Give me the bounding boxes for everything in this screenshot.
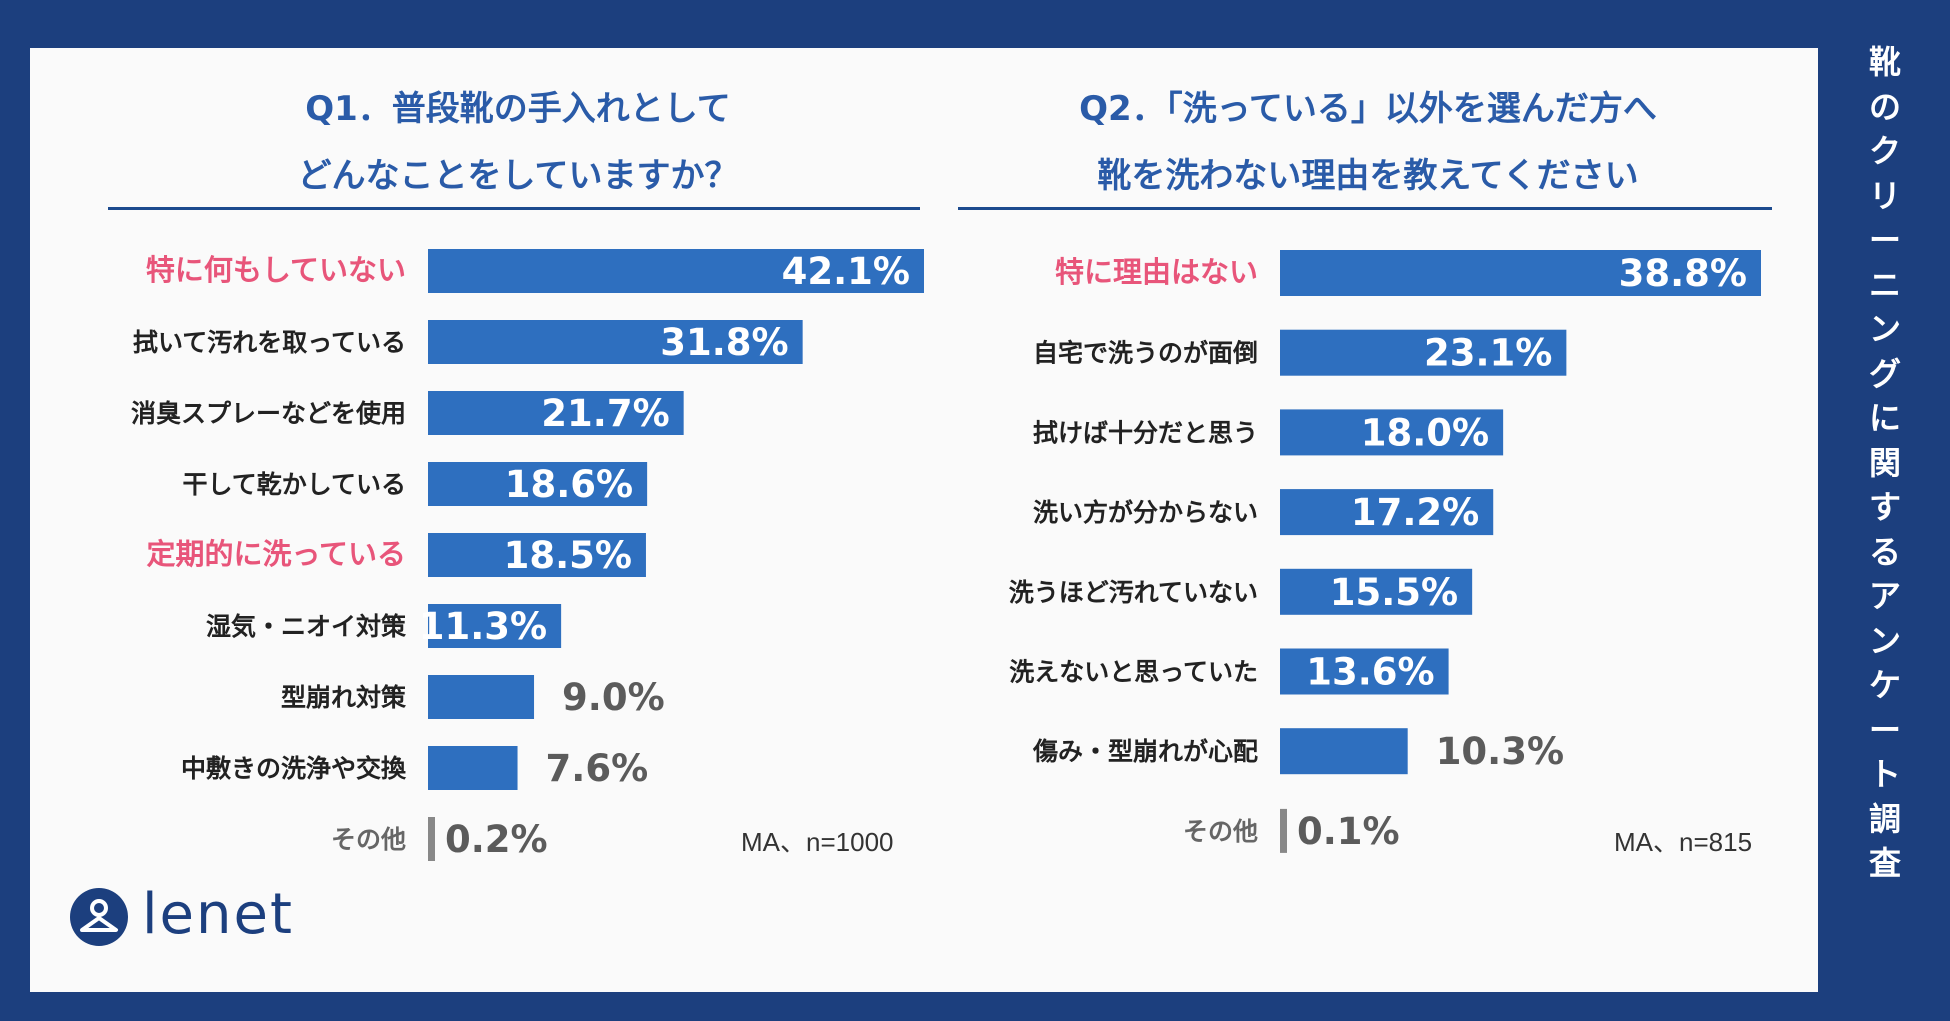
q2-category-label: 特に理由はない <box>1055 255 1258 289</box>
q1-category-label: 干して乾かしている <box>182 470 406 499</box>
q2-value-label: 18.0% <box>1361 411 1489 454</box>
q2-category-label: 傷み・型崩れが心配 <box>1032 737 1258 766</box>
q2-value-label: 17.2% <box>1351 491 1479 534</box>
q1-value-label: 42.1% <box>782 250 910 293</box>
q1-value-label: 7.6% <box>546 747 649 790</box>
q1-category-label: 消臭スプレーなどを使用 <box>131 399 406 428</box>
q1-value-label: 9.0% <box>562 676 665 719</box>
q2-bar <box>1280 409 1504 456</box>
q1-bar <box>428 533 646 577</box>
q1-category-label: 湿気・ニオイ対策 <box>206 612 407 641</box>
q2-title: Q2．「洗っている」以外を選んだ方へ 靴を洗わない理由を教えてください <box>1079 89 1657 196</box>
q2-bar <box>1280 728 1408 775</box>
q2-category-label: 洗えないと思っていた <box>1009 658 1258 687</box>
lenet-logo: lenet <box>70 882 330 948</box>
q1-value-label: 18.6% <box>505 463 633 506</box>
q2-bar <box>1280 250 1761 296</box>
q2-sample-note: MA、n=815 <box>1614 827 1753 857</box>
q1-category-label: 特に何もしていない <box>146 253 406 287</box>
q1-value-label: 31.8% <box>660 321 788 364</box>
hanger-icon <box>70 888 128 946</box>
q2-category-label: 自宅で洗うのが面倒 <box>1033 339 1258 368</box>
q2-value-label: 13.6% <box>1306 651 1434 694</box>
q2-value-label: 38.8% <box>1619 252 1747 295</box>
brand-name: lenet <box>142 882 294 947</box>
q1-category-label: 中敷きの洗浄や交換 <box>181 754 407 783</box>
q1-category-label: 拭いて汚れを取っている <box>133 328 406 357</box>
q2-category-label: 洗い方が分からない <box>1033 498 1258 527</box>
q1-value-label: 0.2% <box>445 818 548 861</box>
q2-bar <box>1280 489 1494 536</box>
q1-bar <box>428 391 684 435</box>
q2-value-label: 15.5% <box>1330 571 1458 614</box>
q1-bar <box>428 675 535 719</box>
q2-value-label: 23.1% <box>1424 332 1552 375</box>
q2-category-label: 拭けば十分だと思う <box>1033 418 1258 447</box>
q2-title-rule <box>958 207 1772 210</box>
q1-title: Q1．普段靴の手入れとして どんなことをしていますか？ <box>297 89 739 196</box>
q1-bar <box>428 817 435 861</box>
q1-title-rule <box>108 207 920 210</box>
q1-value-label: 18.5% <box>504 534 632 577</box>
q2-bar <box>1280 568 1473 615</box>
q1-bar <box>428 249 924 293</box>
q1-category-label: 定期的に洗っている <box>146 537 406 571</box>
q2-value-label: 10.3% <box>1436 730 1564 773</box>
q1-bar <box>428 604 562 648</box>
q2-bar <box>1280 329 1567 376</box>
q1-bar <box>428 746 518 790</box>
q1-category-label: 型崩れ対策 <box>281 683 407 712</box>
q1-value-label: 21.7% <box>541 392 669 435</box>
q2-category-label: その他 <box>1183 817 1258 846</box>
q1-bar <box>428 320 803 364</box>
survey-card <box>30 48 1818 992</box>
side-title: 靴のクリーニングに関するアンケート調査 <box>1868 43 1901 882</box>
q2-value-label: 0.1% <box>1297 810 1400 853</box>
q2-bar <box>1280 808 1287 853</box>
q1-category-label: その他 <box>331 825 406 854</box>
q1-bar <box>428 462 648 506</box>
q1-value-label: 11.3% <box>419 605 547 648</box>
q1-sample-note: MA、n=1000 <box>741 827 894 857</box>
q2-category-label: 洗うほど汚れていない <box>1009 578 1258 607</box>
q2-bar <box>1280 648 1449 695</box>
